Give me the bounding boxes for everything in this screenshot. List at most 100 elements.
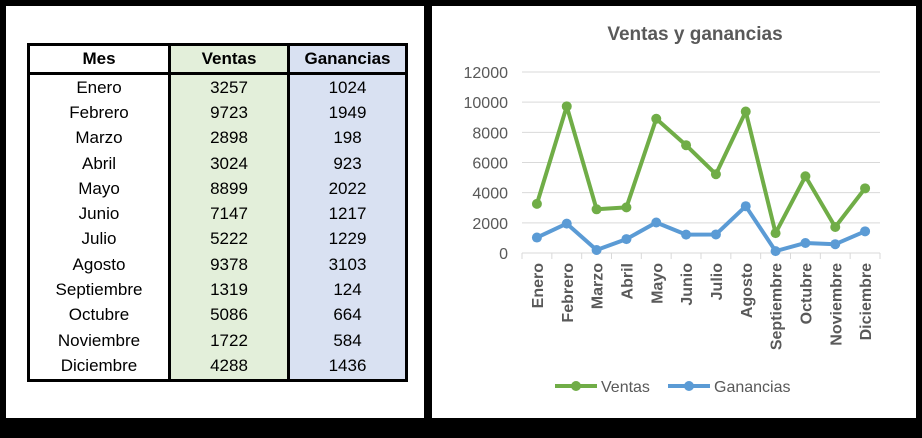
cell-mes: Marzo [75, 128, 123, 148]
data-point-ventas [531, 198, 542, 209]
header-ventas: Ventas [168, 44, 290, 75]
y-tick-label: 12000 [464, 65, 509, 82]
data-point-ganancias [621, 234, 632, 245]
table-row: Febrero 9723 1949 [29, 100, 407, 126]
data-point-ganancias [800, 237, 811, 248]
cell-mes: Agosto [72, 254, 126, 274]
cell-ventas: 5222 [168, 226, 290, 253]
cell-ganancias: 2022 [287, 176, 407, 202]
cell-mes: Septiembre [55, 280, 143, 300]
cell-ventas: 2898 [168, 125, 290, 151]
chart-panel: Ventas y ganancias 0 2000 4000 6000 8000 10000… [432, 6, 916, 418]
line-chart: Ventas y ganancias 0 2000 4000 6000 8000 10000… [464, 24, 881, 396]
x-tick-label: Enero [530, 263, 547, 309]
table-header-row: Mes Ventas Ganancias [28, 44, 407, 75]
cell-mes: Noviembre [57, 330, 141, 350]
cell-ventas: 5086 [168, 302, 290, 328]
x-tick-label: Marzo [590, 263, 607, 309]
x-tick-label: Noviembre [828, 263, 845, 346]
legend-label-ganancias: Ganancias [714, 379, 791, 396]
y-tick-label: 2000 [472, 216, 508, 233]
x-tick-label: Octubre [798, 263, 815, 324]
data-point-ventas [860, 183, 871, 194]
cell-ganancias: 1436 [287, 353, 407, 381]
legend-marker-ventas [571, 381, 581, 391]
cell-mes: Mayo [78, 178, 120, 198]
x-tick-label: Julio [709, 263, 726, 301]
cell-mes: Julio [81, 229, 117, 249]
data-point-ventas [830, 222, 841, 233]
data-point-ganancias [651, 217, 662, 228]
cell-ganancias: 1217 [287, 201, 407, 227]
cell-mes: Enero [76, 77, 122, 97]
table-row: Noviembre 1722 584 [29, 327, 407, 354]
cell-ganancias: 3103 [287, 252, 407, 278]
cell-mes: Junio [78, 204, 120, 224]
data-point-ganancias [830, 239, 841, 250]
data-point-ganancias [681, 229, 692, 240]
data-point-ganancias [770, 246, 781, 257]
table-row: Marzo 2898 198 [29, 125, 407, 151]
y-tick-label: 10000 [464, 95, 509, 112]
cell-ventas: 1722 [168, 327, 290, 354]
table-row: Enero 3257 1024 [29, 73, 407, 101]
cell-ganancias: 1229 [287, 226, 407, 253]
table-row: Diciembre 4288 1436 [29, 353, 407, 381]
data-point-ventas [621, 202, 632, 213]
cell-ventas: 4288 [168, 353, 290, 381]
data-point-ventas [651, 113, 662, 124]
cell-mes: Abril [81, 153, 116, 173]
cell-ganancias: 664 [287, 302, 407, 328]
table-row: Julio 5222 1229 [29, 226, 407, 253]
data-point-ventas [740, 106, 751, 117]
data-point-ganancias [531, 232, 542, 243]
cell-ganancias: 584 [287, 327, 407, 354]
cell-ventas: 3257 [168, 73, 290, 101]
data-point-ganancias [710, 229, 721, 240]
cell-ventas: 9378 [168, 252, 290, 278]
cell-ganancias: 198 [287, 125, 407, 151]
table-row: Septiembre 1319 124 [29, 277, 407, 303]
y-tick-label: 0 [499, 246, 508, 263]
y-tick-label: 6000 [472, 156, 508, 173]
legend-marker-ganancias [684, 381, 694, 391]
data-point-ventas [561, 101, 572, 112]
cell-mes: Febrero [69, 102, 129, 122]
cell-ganancias: 923 [287, 150, 407, 177]
table-row: Junio 7147 1217 [29, 201, 407, 227]
header-mes: Mes [28, 44, 170, 75]
cell-ganancias: 1949 [287, 100, 407, 126]
data-table-panel: Mes Ventas Ganancias Enero 3257 1024 Febrer… [6, 6, 424, 418]
series-line-ganancias [536, 204, 866, 254]
x-tick-label: Diciembre [858, 263, 875, 340]
data-point-ganancias [591, 245, 602, 256]
cell-ganancias: 124 [287, 277, 407, 303]
cell-mes: Octubre [68, 305, 130, 325]
series-line-ventas [535, 104, 867, 236]
data-point-ganancias [561, 218, 572, 229]
table-row: Octubre 5086 664 [29, 302, 407, 328]
data-point-ventas [591, 204, 602, 215]
x-tick-label: Febrero [560, 263, 577, 323]
y-tick-label: 4000 [472, 186, 508, 203]
header-ganancias: Ganancias [287, 44, 407, 75]
x-tick-label: Septiembre [769, 263, 786, 350]
x-tick-label: Abril [619, 263, 636, 299]
cell-ventas: 7147 [168, 201, 290, 227]
data-point-ventas [800, 171, 811, 182]
data-point-ventas [681, 140, 692, 151]
x-tick-label: Junio [679, 263, 696, 306]
x-tick-label: Mayo [649, 263, 666, 304]
data-point-ganancias [740, 201, 751, 212]
data-point-ventas [770, 228, 781, 239]
cell-ventas: 9723 [168, 100, 290, 126]
cell-ventas: 1319 [168, 277, 290, 303]
table-row: Agosto 9378 3103 [29, 252, 407, 278]
data-point-ganancias [860, 226, 871, 237]
cell-mes: Diciembre [60, 355, 138, 375]
cell-ganancias: 1024 [287, 73, 407, 101]
data-table: Mes Ventas Ganancias Enero 3257 1024 Febrer… [27, 43, 408, 382]
data-point-ventas [710, 169, 721, 180]
chart-title: Ventas y ganancias [607, 24, 782, 45]
cell-ventas: 3024 [168, 150, 290, 177]
